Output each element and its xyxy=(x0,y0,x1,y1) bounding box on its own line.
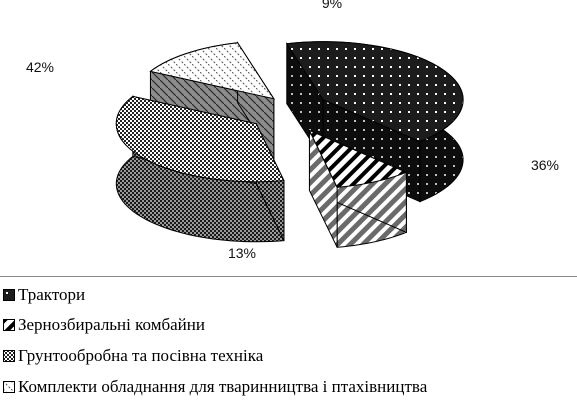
legend-item-tractors: Трактори xyxy=(3,283,85,307)
pie-chart-plot: 13% 42% 36% 9% xyxy=(26,0,559,261)
legend-item-livestock: Комплекти обладнання для тваринництва і … xyxy=(3,375,427,399)
legend-swatch-checker-icon xyxy=(3,350,15,362)
data-label-slice-tillage: 36% xyxy=(531,157,559,173)
chart-legend: Трактори Зернозбиральні комбайни Грунтоо… xyxy=(0,276,577,419)
legend-swatch-diagonal-icon xyxy=(3,319,15,331)
slice-tractors-top xyxy=(286,41,464,143)
legend-item-tillage: Грунтообробна та посівна техніка xyxy=(3,344,263,368)
slice-combines-top xyxy=(308,129,408,188)
slice-livestock-top xyxy=(149,42,275,100)
legend-swatch-fine-icon xyxy=(3,381,15,393)
slice-combines xyxy=(308,129,408,248)
data-label-slice-livestock: 13% xyxy=(228,245,256,261)
legend-swatch-dots-icon xyxy=(3,289,15,301)
slice-tillage xyxy=(115,95,285,243)
legend-label: Грунтообробна та посівна техніка xyxy=(18,346,264,365)
slice-tillage-top xyxy=(115,95,285,183)
legend-label: Комплекти обладнання для тваринництва і … xyxy=(18,377,428,396)
data-label-slice-combines: 9% xyxy=(322,0,342,11)
data-label-slice-tractors: 42% xyxy=(26,59,54,75)
legend-label: Зернозбиральні комбайни xyxy=(18,315,205,334)
legend-label: Трактори xyxy=(18,285,86,304)
legend-item-combines: Зернозбиральні комбайни xyxy=(3,313,205,337)
